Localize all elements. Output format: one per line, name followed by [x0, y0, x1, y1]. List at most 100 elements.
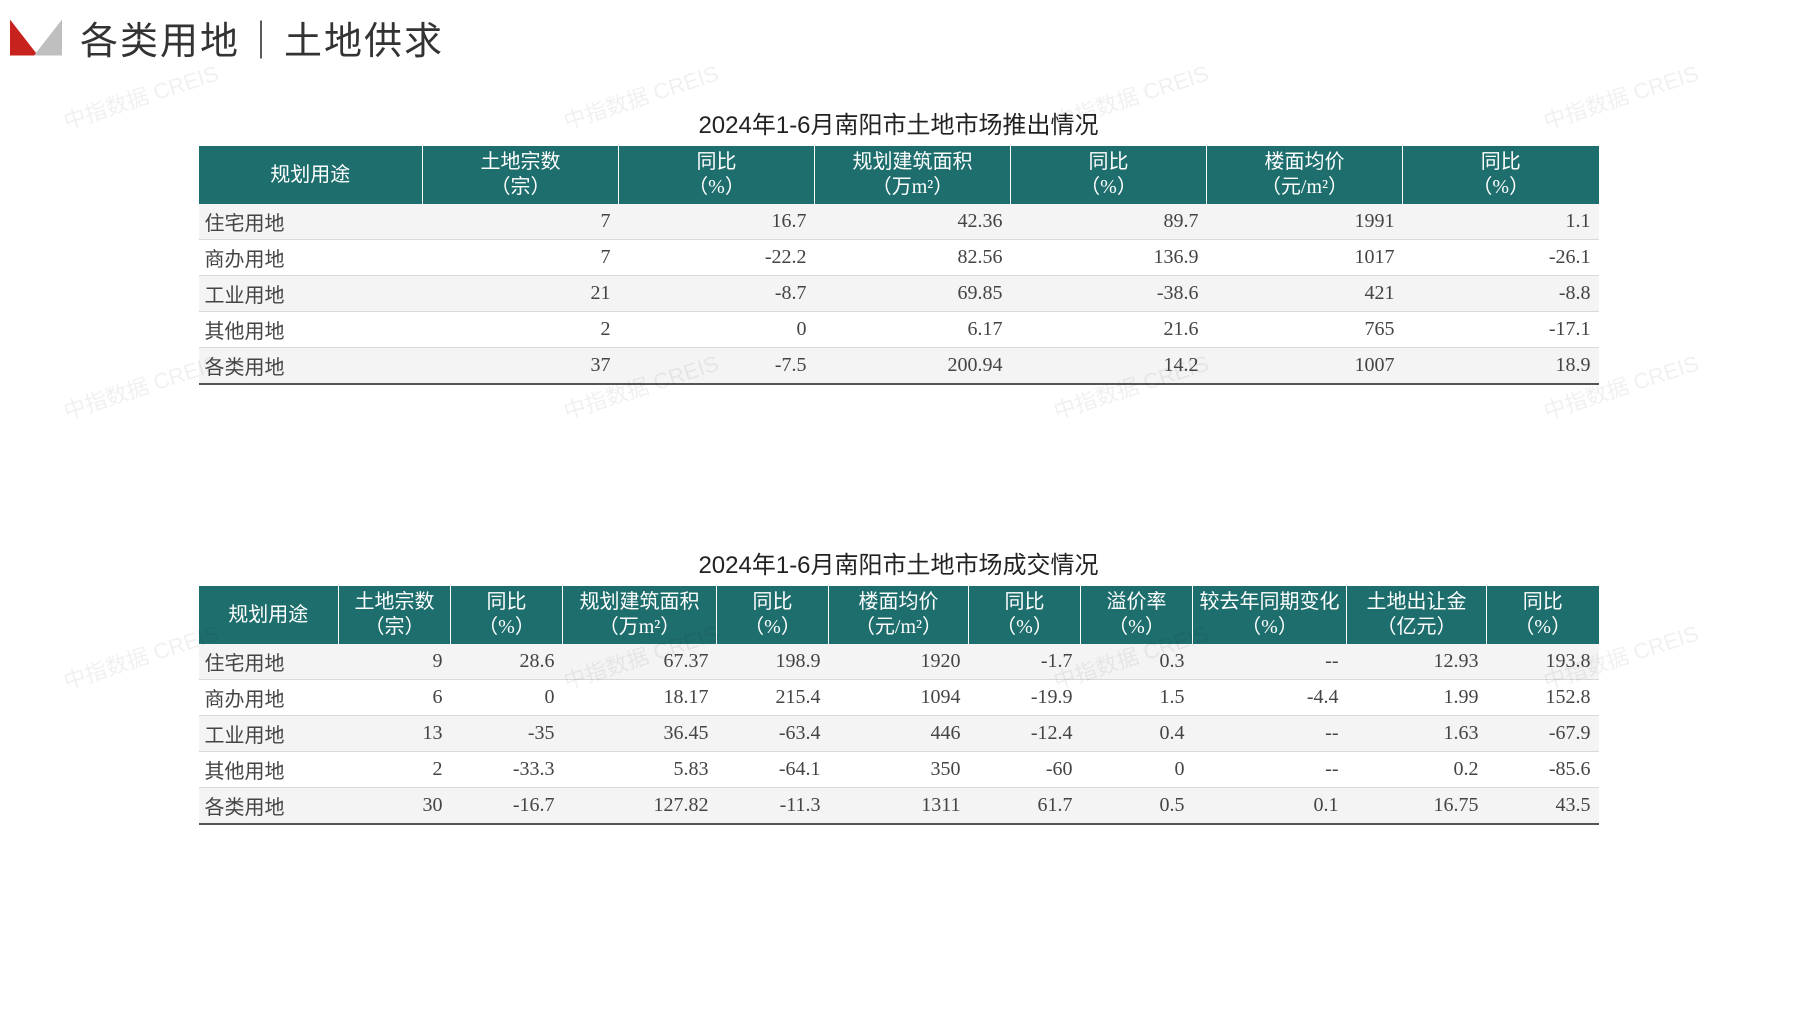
cell-value: 5.83 [563, 752, 717, 788]
cell-value: 136.9 [1011, 240, 1207, 276]
cell-value: 1017 [1207, 240, 1403, 276]
cell-value: 2 [423, 312, 619, 348]
cell-value: -17.1 [1403, 312, 1599, 348]
cell-value: 1007 [1207, 348, 1403, 385]
table-deal: 规划用途土地宗数（宗）同比（%）规划建筑面积（万m²）同比（%）楼面均价（元/m… [199, 586, 1599, 825]
col-header: 规划建筑面积（万m²） [815, 146, 1011, 204]
section-deal: 2024年1-6月南阳市土地市场成交情况 规划用途土地宗数（宗）同比（%）规划建… [199, 545, 1599, 825]
row-label: 其他用地 [199, 752, 339, 788]
cell-value: 9 [339, 644, 451, 680]
cell-value: 1920 [829, 644, 969, 680]
table-row: 各类用地30-16.7127.82-11.3131161.70.50.116.7… [199, 788, 1599, 825]
col-header: 规划用途 [199, 586, 339, 644]
table-row: 各类用地37-7.5200.9414.2100718.9 [199, 348, 1599, 385]
cell-value: 36.45 [563, 716, 717, 752]
cell-value: -12.4 [969, 716, 1081, 752]
row-label: 各类用地 [199, 348, 423, 385]
logo-red-triangle [10, 20, 38, 56]
cell-value: -8.8 [1403, 276, 1599, 312]
table-supply: 规划用途土地宗数（宗）同比（%）规划建筑面积（万m²）同比（%）楼面均价（元/m… [199, 146, 1599, 385]
cell-value: 6.17 [815, 312, 1011, 348]
cell-value: -- [1193, 752, 1347, 788]
col-header: 溢价率（%） [1081, 586, 1193, 644]
cell-value: 1991 [1207, 204, 1403, 240]
cell-value: 28.6 [451, 644, 563, 680]
cell-value: 37 [423, 348, 619, 385]
cell-value: -7.5 [619, 348, 815, 385]
table2-title: 2024年1-6月南阳市土地市场成交情况 [199, 545, 1599, 580]
cell-value: 0 [451, 680, 563, 716]
cell-value: 193.8 [1487, 644, 1599, 680]
col-header: 同比（%） [717, 586, 829, 644]
cell-value: 1.99 [1347, 680, 1487, 716]
table-row: 商办用地7-22.282.56136.91017-26.1 [199, 240, 1599, 276]
cell-value: -38.6 [1011, 276, 1207, 312]
cell-value: 82.56 [815, 240, 1011, 276]
cell-value: 1094 [829, 680, 969, 716]
section-supply: 2024年1-6月南阳市土地市场推出情况 规划用途土地宗数（宗）同比（%）规划建… [199, 105, 1599, 385]
row-label: 其他用地 [199, 312, 423, 348]
logo [10, 20, 62, 56]
row-label: 住宅用地 [199, 204, 423, 240]
cell-value: 16.75 [1347, 788, 1487, 825]
cell-value: 1.63 [1347, 716, 1487, 752]
table-row: 住宅用地928.667.37198.91920-1.70.3--12.93193… [199, 644, 1599, 680]
cell-value: 1311 [829, 788, 969, 825]
cell-value: 152.8 [1487, 680, 1599, 716]
cell-value: 0.3 [1081, 644, 1193, 680]
cell-value: 12.93 [1347, 644, 1487, 680]
table-row: 工业用地13-3536.45-63.4446-12.40.4--1.63-67.… [199, 716, 1599, 752]
cell-value: -67.9 [1487, 716, 1599, 752]
row-label: 住宅用地 [199, 644, 339, 680]
cell-value: 1.1 [1403, 204, 1599, 240]
col-header: 土地宗数（宗） [339, 586, 451, 644]
cell-value: 2 [339, 752, 451, 788]
logo-gray-triangle [34, 20, 62, 56]
cell-value: 446 [829, 716, 969, 752]
col-header: 土地出让金（亿元） [1347, 586, 1487, 644]
cell-value: -33.3 [451, 752, 563, 788]
col-header: 同比（%） [1011, 146, 1207, 204]
cell-value: 6 [339, 680, 451, 716]
row-label: 工业用地 [199, 716, 339, 752]
col-header: 同比（%） [619, 146, 815, 204]
cell-value: 21.6 [1011, 312, 1207, 348]
col-header: 较去年同期变化（%） [1193, 586, 1347, 644]
cell-value: 0.5 [1081, 788, 1193, 825]
cell-value: -8.7 [619, 276, 815, 312]
cell-value: 16.7 [619, 204, 815, 240]
cell-value: 1.5 [1081, 680, 1193, 716]
table-row: 工业用地21-8.769.85-38.6421-8.8 [199, 276, 1599, 312]
cell-value: 7 [423, 240, 619, 276]
cell-value: -63.4 [717, 716, 829, 752]
cell-value: 67.37 [563, 644, 717, 680]
cell-value: -19.9 [969, 680, 1081, 716]
cell-value: -11.3 [717, 788, 829, 825]
cell-value: 42.36 [815, 204, 1011, 240]
cell-value: 21 [423, 276, 619, 312]
cell-value: -1.7 [969, 644, 1081, 680]
cell-value: -- [1193, 716, 1347, 752]
col-header: 规划建筑面积（万m²） [563, 586, 717, 644]
col-header: 楼面均价（元/m²） [829, 586, 969, 644]
row-label: 各类用地 [199, 788, 339, 825]
col-header: 规划用途 [199, 146, 423, 204]
cell-value: -4.4 [1193, 680, 1347, 716]
col-header: 同比（%） [969, 586, 1081, 644]
col-header: 同比（%） [451, 586, 563, 644]
title-part-left: 各类用地 [80, 21, 240, 63]
cell-value: 0.1 [1193, 788, 1347, 825]
cell-value: 350 [829, 752, 969, 788]
table1-title: 2024年1-6月南阳市土地市场推出情况 [199, 105, 1599, 140]
row-label: 商办用地 [199, 680, 339, 716]
table-row: 住宅用地716.742.3689.719911.1 [199, 204, 1599, 240]
cell-value: -64.1 [717, 752, 829, 788]
cell-value: 89.7 [1011, 204, 1207, 240]
cell-value: 0.4 [1081, 716, 1193, 752]
cell-value: -26.1 [1403, 240, 1599, 276]
cell-value: 765 [1207, 312, 1403, 348]
cell-value: 43.5 [1487, 788, 1599, 825]
cell-value: 215.4 [717, 680, 829, 716]
cell-value: 198.9 [717, 644, 829, 680]
col-header: 土地宗数（宗） [423, 146, 619, 204]
